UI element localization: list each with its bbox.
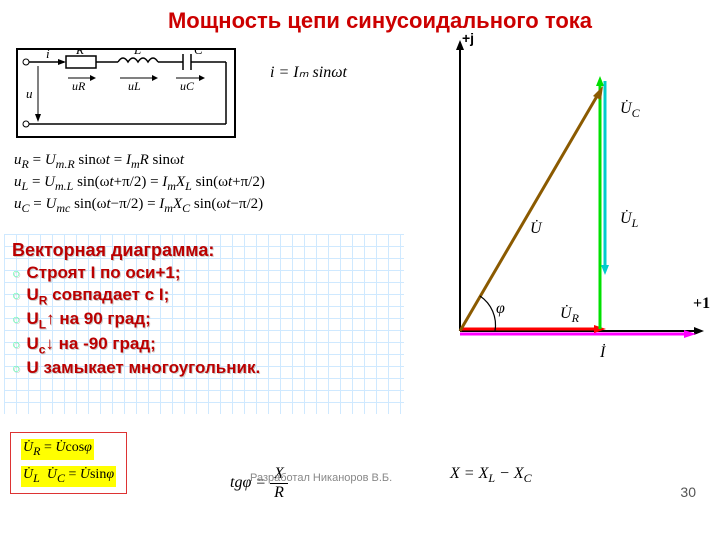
vector-item-3: ○UL↑ на 90 град; bbox=[12, 309, 396, 331]
formula-uL: uL = Um.L sin(ωt+π/2) = ImXL sin(ωt+π/2) bbox=[14, 172, 265, 194]
phasor-diagram bbox=[400, 36, 710, 346]
formula-main: i = Iₘ sinωt bbox=[270, 62, 347, 82]
svg-text:uL: uL bbox=[128, 79, 141, 93]
svg-text:R: R bbox=[75, 50, 84, 57]
svg-text:C: C bbox=[194, 50, 203, 57]
svg-text:i: i bbox=[46, 50, 50, 61]
label-U: U̇ bbox=[530, 220, 542, 238]
vector-item-2: ○UR совпадает с I; bbox=[12, 285, 396, 307]
circuit-diagram: i R L C u uR uL uC bbox=[16, 48, 236, 138]
label-I: İ bbox=[600, 344, 605, 362]
svg-text:uC: uC bbox=[180, 79, 195, 93]
svg-text:u: u bbox=[26, 86, 33, 101]
vector-item-5: ○U замыкает многоугольник. bbox=[12, 358, 396, 378]
vector-item-4: ○Uc↓ на -90 град; bbox=[12, 334, 396, 356]
author-label: Разработал Никаноров В.Б. bbox=[250, 472, 392, 484]
svg-text:L: L bbox=[133, 50, 141, 57]
axis-1-label: +1 bbox=[693, 295, 710, 313]
svg-text:uR: uR bbox=[72, 79, 86, 93]
vector-item-1: ○Строят I по оси+1; bbox=[12, 263, 396, 283]
label-UR: U̇R bbox=[560, 305, 579, 326]
x-formula: X = XL − XC bbox=[450, 465, 532, 486]
formula-uR: uR = Um.R sinωt = ImR sinωt bbox=[14, 150, 265, 172]
page-title: Мощность цепи синусоидального тока bbox=[60, 8, 700, 34]
page-number: 30 bbox=[680, 484, 696, 500]
phi-label: φ bbox=[496, 300, 505, 318]
label-UL: U̇L bbox=[620, 210, 638, 231]
vector-title: Векторная диаграмма: bbox=[12, 240, 396, 261]
vector-description: Векторная диаграмма: ○Строят I по оси+1;… bbox=[4, 234, 404, 414]
formula-box: U̇R = U̇cosφ U̇L U̇C = U̇sinφ bbox=[10, 432, 127, 494]
voltage-formulas: uR = Um.R sinωt = ImR sinωt uL = Um.L si… bbox=[14, 150, 265, 217]
label-UC: U̇C bbox=[620, 100, 640, 121]
formula-uC: uC = Umc sin(ωt−π/2) = ImXC sin(ωt−π/2) bbox=[14, 194, 265, 216]
